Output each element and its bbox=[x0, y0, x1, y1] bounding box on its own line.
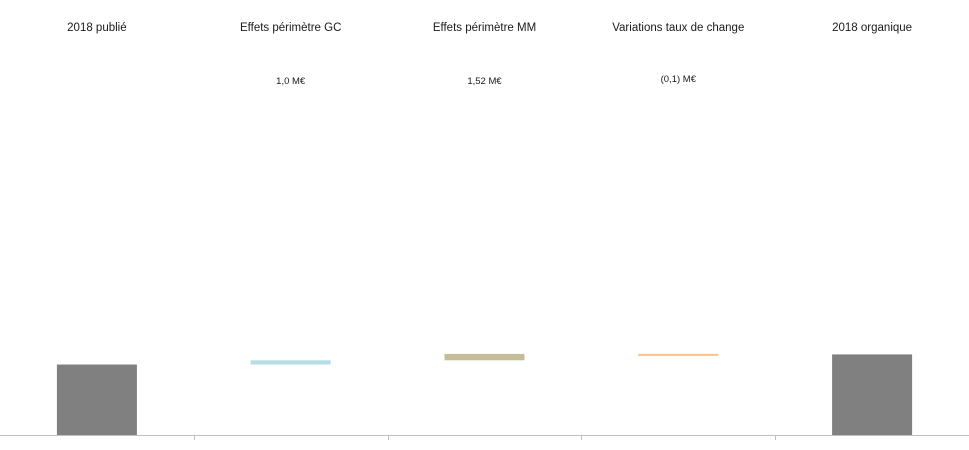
value-label-effets-p-rim-tre-gc: 1,0 M€ bbox=[276, 76, 306, 87]
bar-effets-p-rim-tre-mm bbox=[444, 353, 525, 361]
category-label-2018-publi: 2018 publié bbox=[67, 22, 126, 34]
category-label-effets-p-rim-tre-gc: Effets périmètre GC bbox=[240, 22, 341, 34]
value-label-variations-taux-de-change: (0,1) M€ bbox=[661, 74, 697, 85]
category-label-2018-organique: 2018 organique bbox=[832, 22, 912, 34]
bar-effets-p-rim-tre-gc bbox=[250, 360, 331, 365]
x-axis bbox=[0, 435, 969, 440]
category-label-variations-taux-de-change: Variations taux de change bbox=[612, 22, 744, 34]
bar-variations-taux-de-change bbox=[638, 353, 719, 356]
bar-2018-publi bbox=[56, 364, 137, 435]
category-labels: 2018 publié Effets périmètre GC Effets pér… bbox=[67, 22, 912, 34]
bars bbox=[56, 353, 913, 435]
category-label-effets-p-rim-tre-mm: Effets périmètre MM bbox=[433, 22, 536, 34]
value-label-effets-p-rim-tre-mm: 1,52 M€ bbox=[467, 76, 502, 87]
bar-2018-organique bbox=[832, 354, 913, 435]
